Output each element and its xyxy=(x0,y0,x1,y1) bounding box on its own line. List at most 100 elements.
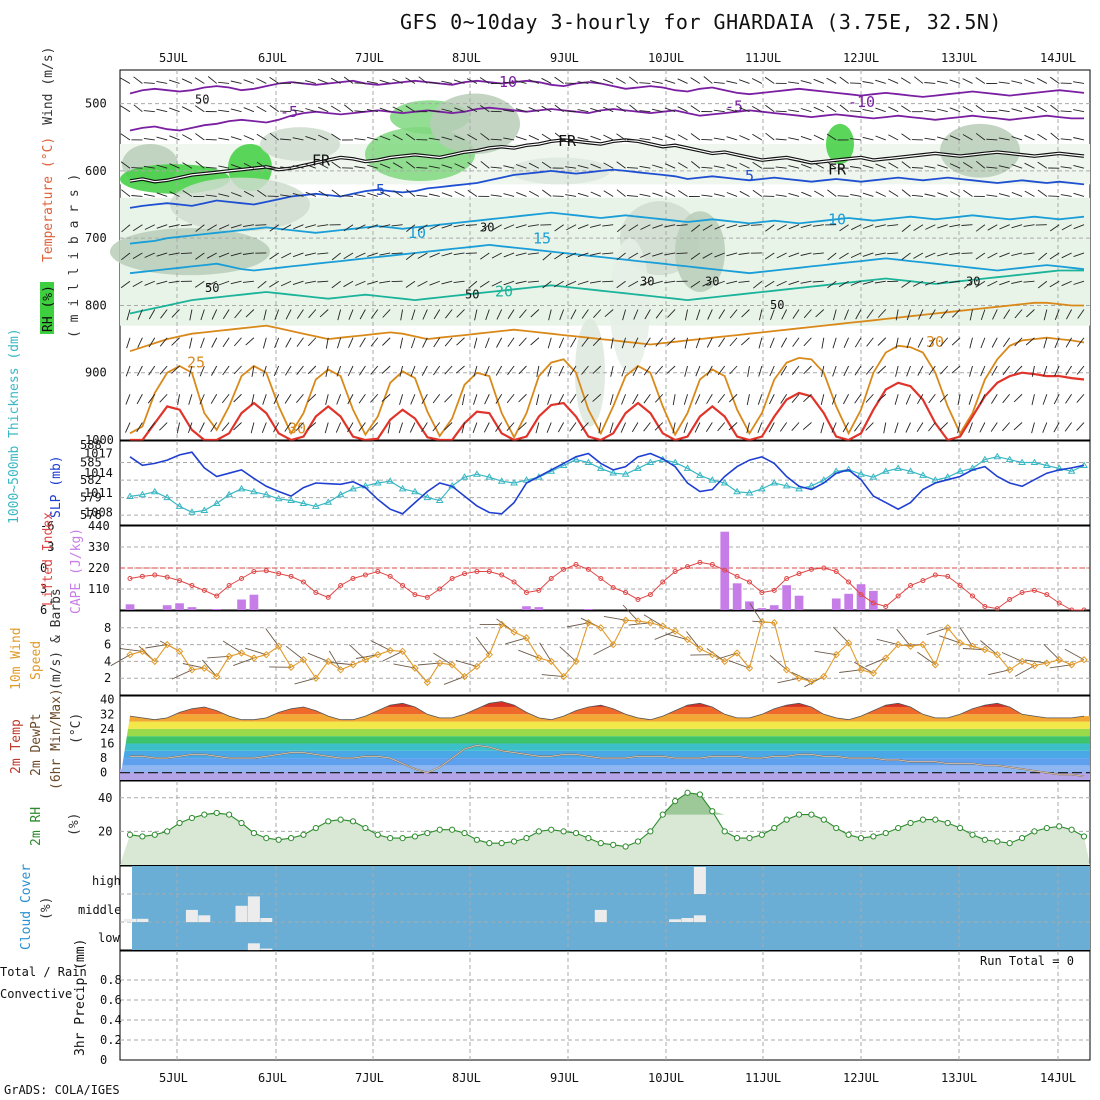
wind-barb xyxy=(541,161,552,169)
wind-barb xyxy=(496,337,503,348)
wind10m-barb xyxy=(566,622,589,628)
wind-barb xyxy=(875,79,886,84)
wind-barb xyxy=(443,422,453,431)
wind-barb xyxy=(542,280,552,289)
wind-barb xyxy=(189,337,193,349)
wind-barb xyxy=(589,280,601,284)
wind-barb xyxy=(695,365,701,377)
wind-barb xyxy=(307,422,317,431)
lifted-index-point xyxy=(932,572,938,578)
temp-color-band xyxy=(120,736,1090,744)
wind-barb xyxy=(554,252,564,260)
wind-barb xyxy=(558,394,565,405)
rh2m-point xyxy=(201,811,208,818)
thickness-point xyxy=(1067,467,1076,474)
wind-barb xyxy=(776,224,787,231)
cloud-middle-label: middle xyxy=(78,903,121,917)
wind-barb xyxy=(428,165,440,169)
wind-barb xyxy=(336,337,342,349)
rh2m-point xyxy=(882,829,889,837)
temperature-contour--10 xyxy=(129,79,1085,98)
rh-contour-label: 30 xyxy=(640,274,654,288)
wind10m-speed-point xyxy=(1005,666,1014,674)
cloud-cover-background xyxy=(132,866,1090,950)
wind-barb xyxy=(1036,77,1048,84)
lifted-index-point xyxy=(362,572,368,578)
wind-barb xyxy=(849,82,862,84)
lifted-index-point xyxy=(895,593,901,599)
wind-barb xyxy=(677,162,688,169)
wind-barb xyxy=(136,365,143,377)
lifted-index-point xyxy=(325,594,331,600)
wind-barb xyxy=(354,110,366,113)
wind10m-barb xyxy=(643,614,663,627)
lifted-index-point xyxy=(1019,590,1025,595)
wind-barb xyxy=(888,190,899,197)
lifted-index-point xyxy=(1007,597,1013,602)
wind-barb xyxy=(156,136,168,141)
wind-barb xyxy=(780,337,788,348)
wind-barb xyxy=(1038,252,1048,261)
thickness-point xyxy=(287,496,295,504)
temperature-contour-label: -5 xyxy=(280,103,298,121)
wind-barb xyxy=(764,252,775,260)
cloud-cover-bar-low xyxy=(260,948,273,950)
wind-barb xyxy=(626,167,638,169)
wind-barb xyxy=(547,337,552,349)
wind-barb xyxy=(577,252,589,258)
wind-barb xyxy=(1002,422,1011,432)
wind-barb xyxy=(348,309,354,320)
wind-barb xyxy=(770,309,775,320)
wind-barb xyxy=(1050,104,1060,113)
wind-barb xyxy=(335,422,342,433)
wind-barb xyxy=(950,191,961,197)
wind10m-speed-point xyxy=(894,640,902,649)
wind-barb xyxy=(862,252,874,257)
wind-barb xyxy=(728,422,738,431)
cape-bar xyxy=(869,590,878,610)
wind-barb xyxy=(788,224,800,230)
wind-barb xyxy=(200,337,205,349)
wind-barb xyxy=(862,192,874,197)
cape-bar xyxy=(125,604,135,610)
wind-barb xyxy=(256,78,267,84)
wind-barb xyxy=(781,309,788,320)
wind-barb xyxy=(803,309,812,319)
thickness-point xyxy=(1042,461,1051,468)
wind-barb xyxy=(1066,309,1073,320)
wind10m-barb xyxy=(145,644,168,649)
wind-barb xyxy=(507,365,515,376)
wind-barb xyxy=(503,252,515,258)
wind-barb xyxy=(331,252,341,261)
wind-barb xyxy=(838,280,849,288)
wind-barb xyxy=(826,77,837,84)
wind-barb xyxy=(664,107,676,113)
wind-barb xyxy=(473,337,478,349)
lifted-index-point xyxy=(474,569,480,574)
wind-barb xyxy=(887,224,899,227)
wind-barb xyxy=(1023,252,1035,255)
wind-barb xyxy=(832,365,837,377)
wind-barb xyxy=(888,162,899,169)
wind-barb xyxy=(666,365,676,374)
wind10m-barb xyxy=(666,633,688,640)
wind-barb xyxy=(843,337,850,348)
wind-barb xyxy=(230,80,242,84)
wind-barb xyxy=(592,393,602,402)
lifted-index-point xyxy=(833,569,839,574)
wind-barb xyxy=(293,224,304,230)
wind-barb xyxy=(764,280,775,288)
wind-barb xyxy=(148,365,156,376)
wind-barb xyxy=(250,422,255,434)
rh-shaded-area xyxy=(510,157,610,185)
wind-barb xyxy=(552,195,564,197)
wind10m-speed-line xyxy=(129,619,1085,684)
x-day-label-bottom: 7JUL xyxy=(355,1071,384,1085)
wind-barb xyxy=(284,422,292,432)
wind-barb xyxy=(484,394,490,405)
wind-barb xyxy=(1064,422,1072,432)
li-axis-tick: 3 xyxy=(40,582,47,596)
wind-barb xyxy=(999,252,1010,258)
wind-barb xyxy=(491,224,502,231)
wind-barb xyxy=(728,393,738,403)
